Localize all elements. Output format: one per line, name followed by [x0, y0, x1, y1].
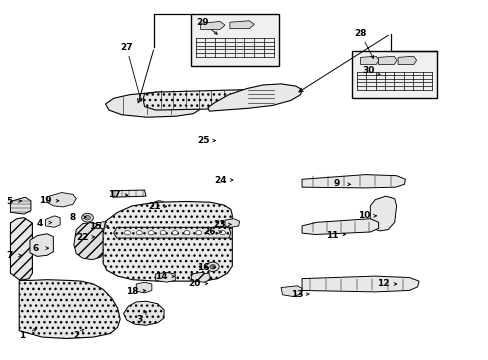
- Polygon shape: [45, 216, 60, 227]
- Text: 23: 23: [212, 220, 225, 229]
- Text: 13: 13: [290, 290, 303, 299]
- Text: 5: 5: [6, 197, 13, 206]
- Circle shape: [219, 230, 225, 235]
- Polygon shape: [114, 227, 230, 238]
- Polygon shape: [360, 56, 378, 64]
- Text: 29: 29: [196, 18, 209, 27]
- Text: 14: 14: [155, 272, 167, 281]
- Polygon shape: [207, 84, 302, 111]
- Circle shape: [183, 230, 189, 235]
- Text: 9: 9: [333, 179, 340, 188]
- Polygon shape: [47, 193, 76, 207]
- Text: 28: 28: [354, 29, 366, 38]
- Polygon shape: [224, 219, 239, 227]
- Polygon shape: [200, 22, 224, 30]
- Polygon shape: [10, 218, 32, 280]
- Polygon shape: [143, 90, 258, 110]
- Text: 11: 11: [325, 231, 338, 240]
- Polygon shape: [302, 276, 418, 292]
- Circle shape: [81, 213, 93, 222]
- Text: 12: 12: [376, 279, 389, 288]
- Text: 21: 21: [148, 202, 160, 211]
- Polygon shape: [19, 280, 120, 338]
- Polygon shape: [281, 286, 302, 297]
- Text: 10: 10: [357, 211, 369, 220]
- Circle shape: [148, 230, 154, 235]
- Text: 8: 8: [70, 213, 76, 222]
- Polygon shape: [302, 219, 378, 234]
- Text: 15: 15: [88, 222, 101, 231]
- Text: 7: 7: [6, 251, 13, 260]
- Text: 19: 19: [39, 196, 52, 205]
- Text: 22: 22: [76, 233, 88, 242]
- Circle shape: [207, 230, 213, 235]
- Circle shape: [124, 230, 130, 235]
- Polygon shape: [101, 220, 118, 229]
- Text: 20: 20: [188, 279, 201, 288]
- Polygon shape: [103, 202, 232, 281]
- Text: 2: 2: [73, 332, 79, 341]
- Polygon shape: [10, 197, 31, 214]
- Circle shape: [84, 216, 90, 220]
- Circle shape: [156, 203, 162, 208]
- FancyBboxPatch shape: [351, 51, 436, 98]
- Polygon shape: [302, 175, 405, 188]
- Circle shape: [152, 201, 165, 211]
- Polygon shape: [378, 56, 396, 64]
- Polygon shape: [156, 273, 175, 282]
- Circle shape: [160, 230, 166, 235]
- Text: 24: 24: [213, 176, 226, 185]
- Text: 3: 3: [136, 315, 142, 324]
- Text: 26: 26: [203, 228, 215, 237]
- Polygon shape: [136, 282, 152, 293]
- Text: 17: 17: [108, 190, 121, 199]
- Text: 6: 6: [33, 244, 39, 253]
- Text: 25: 25: [196, 136, 209, 145]
- Polygon shape: [369, 196, 396, 231]
- Text: 1: 1: [20, 332, 26, 341]
- Polygon shape: [113, 190, 146, 197]
- Text: 27: 27: [120, 43, 133, 52]
- Text: 18: 18: [126, 287, 138, 296]
- FancyBboxPatch shape: [190, 14, 278, 66]
- Polygon shape: [397, 56, 416, 64]
- Polygon shape: [30, 234, 53, 256]
- Polygon shape: [190, 273, 210, 282]
- Polygon shape: [105, 92, 200, 117]
- Circle shape: [172, 230, 178, 235]
- Circle shape: [136, 230, 142, 235]
- Polygon shape: [123, 301, 163, 325]
- Polygon shape: [74, 222, 105, 260]
- Text: 4: 4: [37, 219, 43, 228]
- Text: 16: 16: [196, 264, 209, 273]
- Circle shape: [206, 262, 219, 271]
- Polygon shape: [229, 21, 254, 29]
- Text: 30: 30: [362, 66, 374, 75]
- Circle shape: [209, 265, 215, 269]
- Circle shape: [196, 230, 201, 235]
